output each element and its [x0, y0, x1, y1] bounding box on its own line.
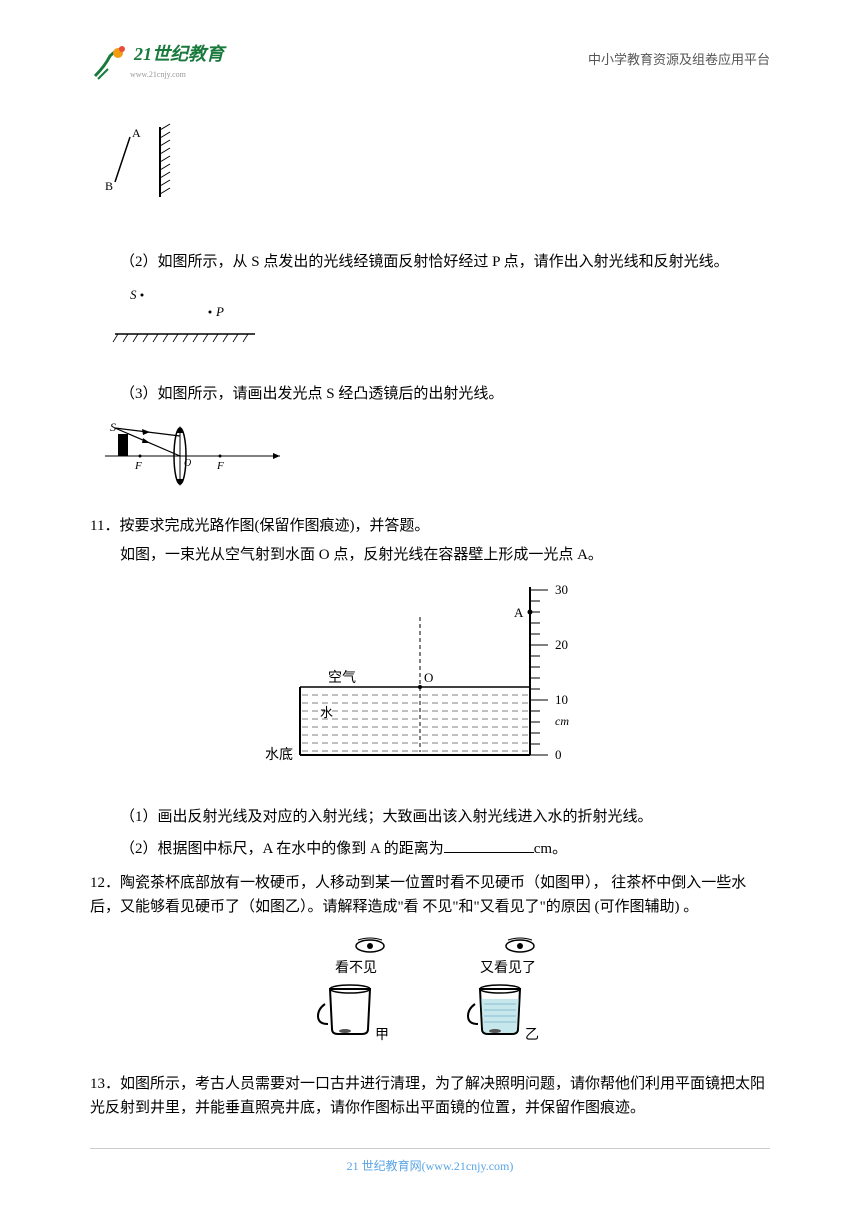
logo-text: 21世纪教育: [134, 44, 224, 64]
label-jia: 甲: [375, 1028, 389, 1043]
question-11: 11．按要求完成光路作图(保留作图痕迹)，并答题。 如图，一束光从空气射到水面 …: [90, 514, 770, 861]
label-s: S: [130, 287, 137, 302]
question-3-text: （3）如图所示，请画出发光点 S 经凸透镜后的出射光线。: [90, 382, 770, 406]
label-yi: 乙: [525, 1027, 539, 1043]
scale-0: 0: [555, 747, 562, 762]
diagram-teacups: 看不见 甲 又看见了: [90, 934, 770, 1052]
page-header: 21世纪教育 www.21cnjy.com 中小学教育资源及组卷应用平台: [0, 0, 860, 102]
q11-sub1: （1）画出反射光线及对应的入射光线；大致画出该入射光线进入水的折射光线。: [90, 805, 770, 829]
footer-divider: [90, 1148, 770, 1149]
q11-title: 11．按要求完成光路作图(保留作图痕迹)，并答题。: [90, 514, 770, 538]
scale-30: 30: [555, 582, 568, 597]
label-s-lens: S: [110, 420, 116, 434]
q12-text: 12．陶瓷茶杯底部放有一枚硬币，人移动到某一位置时看不见硬币（如图甲）， 往茶杯…: [90, 871, 770, 919]
label-a: A: [132, 126, 141, 140]
q11-sub2-prefix: （2）根据图中标尺，A 在水中的像到 A 的距离为: [120, 841, 444, 857]
question-13: 13．如图所示，考古人员需要对一口古井进行清理，为了解决照明问题，请你帮他们利用…: [90, 1072, 770, 1120]
label-water-bottom: 水底: [265, 747, 293, 763]
logo: 21世纪教育 www.21cnjy.com: [90, 40, 224, 82]
label-b: B: [105, 179, 113, 193]
q11-sub2: （2）根据图中标尺，A 在水中的像到 A 的距离为 cm。: [90, 837, 770, 861]
logo-url: www.21cnjy.com: [130, 69, 224, 82]
question-12: 12．陶瓷茶杯底部放有一枚硬币，人移动到某一位置时看不见硬币（如图甲）， 往茶杯…: [90, 871, 770, 1052]
content-area: A B （2）如图所示，从 S 点发出的光线经镜面反射恰好经过 P 点，请作出入…: [0, 122, 860, 1120]
diagram-water-refraction: O A 空气 水 水底: [90, 577, 770, 785]
header-subtitle: 中小学教育资源及组卷应用平台: [588, 50, 770, 71]
logo-icon: [90, 41, 130, 81]
label-visible: 又看见了: [480, 960, 536, 976]
label-o-lens: O: [184, 458, 191, 469]
scale-10: 10: [555, 692, 568, 707]
q11-description: 如图，一束光从空气射到水面 O 点，反射光线在容器壁上形成一光点 A。: [90, 543, 770, 567]
diagram-sp-mirror: S P: [100, 284, 770, 362]
label-water: 水: [320, 705, 333, 720]
footer-text: 21 世纪教育网(www.21cnjy.com): [347, 1159, 514, 1173]
label-f-left: F: [134, 460, 142, 472]
scale-20: 20: [555, 637, 568, 652]
label-p: P: [215, 304, 224, 319]
q11-sub2-suffix: cm。: [534, 841, 567, 857]
label-invisible: 看不见: [335, 960, 377, 976]
blank-fill[interactable]: [444, 852, 534, 853]
page-footer: 21 世纪教育网(www.21cnjy.com): [0, 1148, 860, 1176]
scale-cm: cm: [555, 714, 569, 728]
diagram-mirror-ab: A B: [100, 122, 770, 220]
diagram-convex-lens: S F F O: [100, 416, 770, 494]
label-o-water: O: [424, 670, 433, 685]
label-air: 空气: [328, 670, 356, 686]
question-2-text: （2）如图所示，从 S 点发出的光线经镜面反射恰好经过 P 点，请作出入射光线和…: [90, 250, 770, 274]
label-f-right: F: [216, 460, 224, 472]
q13-text: 13．如图所示，考古人员需要对一口古井进行清理，为了解决照明问题，请你帮他们利用…: [90, 1072, 770, 1120]
label-a-water: A: [514, 605, 524, 620]
